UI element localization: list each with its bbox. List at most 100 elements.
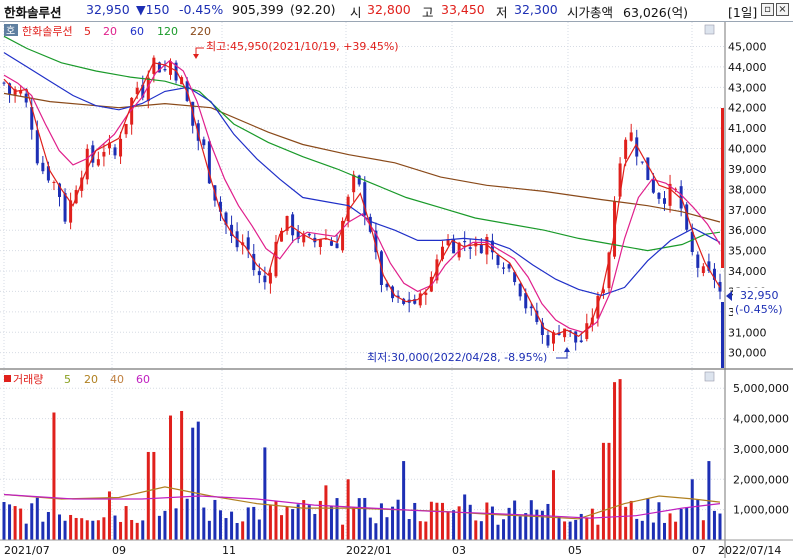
volume-bar <box>685 507 689 540</box>
ma220-line <box>3 92 721 223</box>
candle-body <box>496 254 500 265</box>
candle-body <box>551 332 555 344</box>
ma5-line <box>3 62 721 338</box>
candle-body <box>52 181 56 183</box>
volume-bar <box>230 511 234 540</box>
volume-bars <box>2 379 722 540</box>
candle-body <box>63 193 67 222</box>
close-icon[interactable]: × <box>776 3 789 16</box>
volume-bar <box>124 506 128 540</box>
volume-bar <box>146 451 150 540</box>
current-date: 2022/07/14 <box>718 544 781 557</box>
candle-body <box>363 182 367 216</box>
candle-body <box>69 200 73 223</box>
candle-body <box>513 272 517 283</box>
volume-bar <box>163 510 167 540</box>
volume-bar <box>85 520 89 540</box>
candle-body <box>291 214 295 236</box>
candle-body <box>557 332 561 335</box>
candle-body <box>96 159 100 166</box>
volume-bar <box>135 522 139 540</box>
volume-bar <box>435 502 439 540</box>
candle-body <box>463 241 467 243</box>
volume-bar <box>429 501 433 540</box>
volume-bar <box>102 517 106 540</box>
high-price: 33,450 <box>441 2 485 17</box>
volume-bar <box>152 451 156 540</box>
volume-bar <box>107 491 111 540</box>
restore-icon[interactable]: ▫ <box>761 3 774 16</box>
range-bar-low <box>721 302 724 368</box>
time-tick-label: 09 <box>112 544 126 557</box>
volume-bar <box>440 502 444 540</box>
candle-body <box>640 161 644 163</box>
volume-bar <box>58 514 62 540</box>
market-cap-label: 시가총액 <box>567 5 614 20</box>
volume-bar <box>529 500 533 540</box>
volume-bar <box>485 502 489 540</box>
high-annotation: 최고:45,950(2021/10/19, +39.45%) <box>206 40 399 53</box>
candle-body <box>579 340 583 343</box>
price-tick-label: 39,000 <box>728 163 767 176</box>
candle-body <box>124 123 128 135</box>
volume-ma60-line <box>3 493 721 519</box>
open-label: 시 <box>350 5 362 20</box>
candle-body <box>546 335 550 346</box>
volume-bar <box>352 507 356 540</box>
volume-bar <box>235 523 239 540</box>
candle-body <box>218 201 222 212</box>
volume-bar <box>607 442 611 540</box>
time-tick-label: 07 <box>692 544 706 557</box>
volume-bar <box>446 511 450 540</box>
volume-tick-label: 1,000,000 <box>733 504 789 517</box>
volume-bar <box>662 522 666 540</box>
volume-bar <box>646 498 650 540</box>
volume-bar <box>41 521 45 540</box>
volume-bar <box>202 507 206 540</box>
price-tick-label: 36,000 <box>728 224 767 237</box>
volume-bar <box>318 500 322 540</box>
volume-bar <box>540 510 544 540</box>
candle-body <box>646 157 650 180</box>
volume-bar <box>374 523 378 540</box>
legend-ma60: 60 <box>130 25 144 38</box>
scroll-up-icon[interactable] <box>704 24 715 35</box>
candle-body <box>635 137 639 157</box>
candle-body <box>685 204 689 230</box>
change-percent: -0.45% <box>179 2 224 17</box>
volume-bar <box>363 497 367 540</box>
volume-bar <box>119 521 123 540</box>
candle-body <box>80 177 84 191</box>
candle-body <box>8 83 12 94</box>
candle-body <box>440 246 444 260</box>
candle-body <box>30 107 34 130</box>
volume-bar <box>463 494 467 540</box>
candle-body <box>624 139 628 159</box>
legend-vma40: 40 <box>110 373 124 386</box>
price-tick-label: 30,000 <box>728 347 767 360</box>
candle-body <box>24 93 28 103</box>
volume-bar <box>196 421 200 540</box>
price-tick-label: 35,000 <box>728 245 767 258</box>
candle-body <box>485 236 489 255</box>
volume-bar <box>718 513 722 540</box>
candle-body <box>207 141 211 184</box>
volume-bar <box>701 520 705 540</box>
volume-bar <box>601 442 605 540</box>
volume-tick-label: 5,000,000 <box>733 382 789 395</box>
open-price: 32,800 <box>367 2 411 17</box>
volume-bar <box>74 517 78 540</box>
volume-scroll-icon[interactable] <box>704 371 715 382</box>
volume-bar <box>19 508 23 540</box>
volume-bar <box>302 500 306 540</box>
candle-body <box>446 239 450 246</box>
volume-bar <box>635 518 639 540</box>
volume-bar <box>496 524 500 540</box>
time-tick-label: 03 <box>452 544 466 557</box>
volume-bar <box>479 521 483 540</box>
candle-body <box>252 253 256 271</box>
candle-body <box>601 289 605 293</box>
legend-vma60: 60 <box>136 373 150 386</box>
volume-bar <box>185 498 189 540</box>
period-selector[interactable]: [1일] <box>728 5 758 20</box>
